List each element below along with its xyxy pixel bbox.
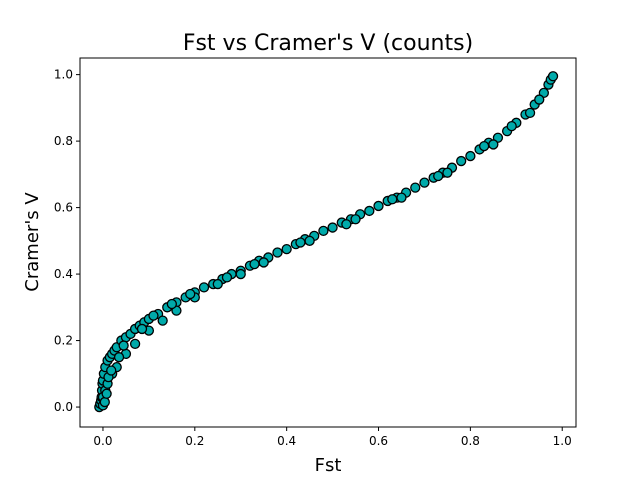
data-point <box>166 298 178 310</box>
data-point <box>157 315 168 326</box>
data-point <box>258 257 269 268</box>
data-points <box>94 71 559 413</box>
x-axis-title: Fst <box>315 455 342 476</box>
x-tick-label: 0.8 <box>461 434 480 448</box>
x-tick-label: 0.2 <box>185 434 204 448</box>
y-tick-label: 0.6 <box>54 201 73 215</box>
plot-frame <box>79 57 577 428</box>
y-tick-label: 0.8 <box>54 134 73 148</box>
data-point <box>396 192 407 203</box>
data-point <box>185 288 196 300</box>
data-point <box>99 396 110 408</box>
data-point <box>364 205 375 217</box>
x-tick-label: 0.6 <box>369 434 388 448</box>
x-axis-ticks: 0.0 0.2 0.4 0.6 0.8 1.0 <box>93 427 572 448</box>
data-point <box>419 177 430 188</box>
data-point <box>350 214 361 225</box>
data-point <box>465 150 476 162</box>
data-point <box>478 140 490 152</box>
x-tick-label: 0.4 <box>277 434 296 448</box>
data-point <box>433 170 444 182</box>
data-point <box>249 258 260 270</box>
y-axis-ticks: 0.0 0.2 0.4 0.6 0.8 1.0 <box>54 68 80 414</box>
data-point <box>488 139 499 150</box>
data-point <box>129 338 141 350</box>
x-tick-label: 0.0 <box>93 434 112 448</box>
y-tick-label: 0.2 <box>54 334 73 348</box>
data-point <box>506 121 517 132</box>
data-point <box>442 167 453 178</box>
data-point <box>318 225 329 237</box>
data-point <box>221 272 233 283</box>
data-point <box>281 243 292 255</box>
data-point <box>547 71 559 82</box>
data-point <box>295 237 306 248</box>
data-point <box>118 340 129 351</box>
data-point <box>101 388 112 399</box>
data-point <box>272 247 283 258</box>
data-point <box>136 323 148 335</box>
data-point <box>534 94 545 105</box>
data-point <box>106 365 117 376</box>
data-point <box>327 222 338 233</box>
data-point <box>387 194 398 205</box>
data-point <box>341 219 352 230</box>
data-point <box>212 278 223 290</box>
data-point <box>456 155 467 167</box>
data-point <box>198 282 210 293</box>
data-point <box>235 268 246 280</box>
x-tick-label: 1.0 <box>553 434 572 448</box>
y-axis-title: Cramer's V <box>22 192 43 292</box>
data-point <box>373 200 384 212</box>
data-point <box>524 107 536 118</box>
data-point <box>410 182 421 193</box>
chart-title: Fst vs Cramer's V (counts) <box>183 31 473 56</box>
data-point <box>304 235 315 246</box>
y-tick-label: 0.0 <box>54 400 73 414</box>
data-point <box>148 310 159 321</box>
data-point <box>113 352 125 363</box>
y-tick-label: 0.4 <box>54 267 73 281</box>
y-tick-label: 1.0 <box>54 68 73 82</box>
